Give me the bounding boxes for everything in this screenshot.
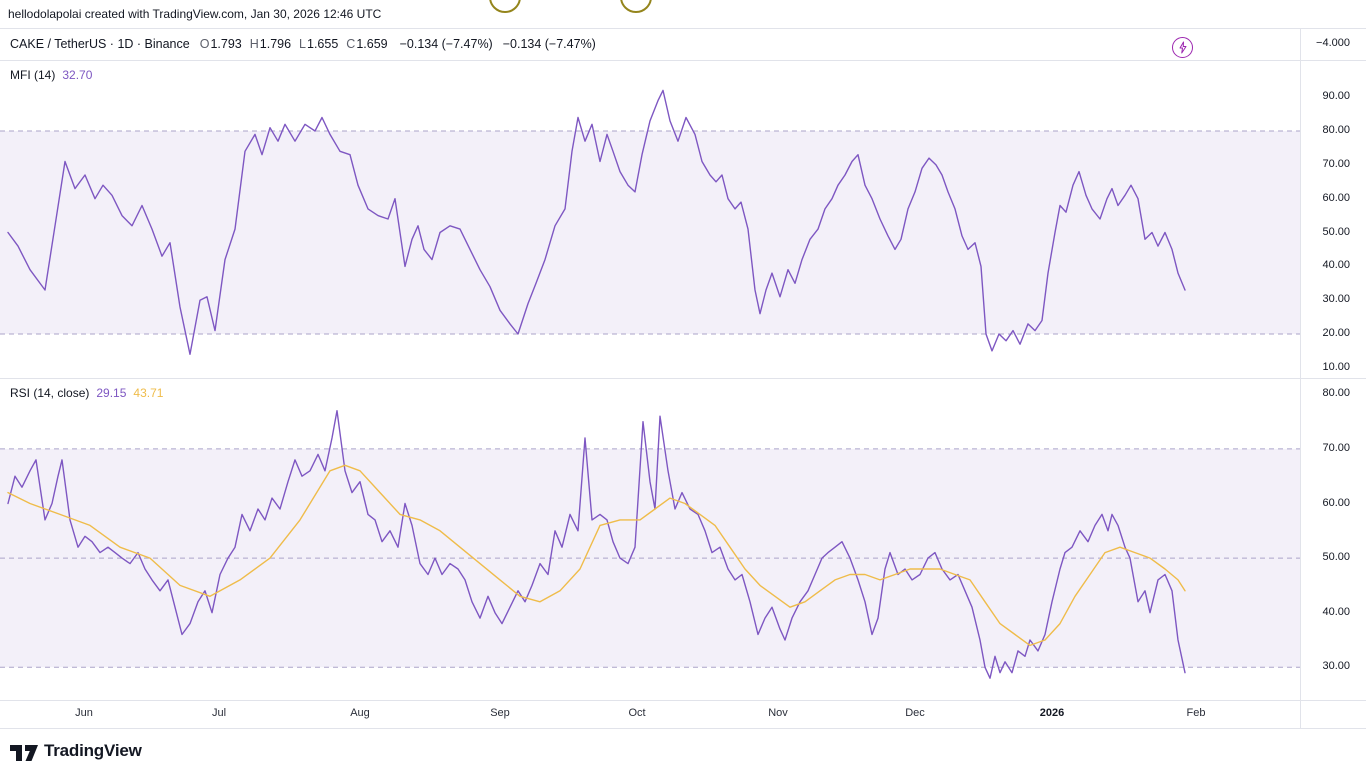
price-tick: 80.00	[1322, 387, 1350, 400]
ohlc-high-value: 1.796	[259, 37, 292, 51]
ohlc-low: L1.655	[299, 37, 338, 51]
symbol-info-bar: CAKE / TetherUS · 1D · Binance O1.793 H1…	[0, 28, 1300, 60]
ohlc-high: H1.796	[250, 37, 291, 51]
pane-plot	[0, 89, 1300, 355]
boost-lightning-button[interactable]	[1172, 37, 1193, 58]
time-label[interactable]: 2026	[1039, 707, 1065, 719]
price-tick: 60.00	[1322, 496, 1350, 509]
pane-separator[interactable]	[0, 378, 1366, 379]
rsi-legend-value: 29.15	[96, 386, 127, 400]
price-tick: 20.00	[1322, 327, 1350, 340]
lightning-icon	[1179, 41, 1186, 54]
price-tick: 60.00	[1322, 191, 1350, 204]
mfi-pane[interactable]: MFI (14) 32.70	[0, 60, 1300, 378]
time-label[interactable]: Feb	[1186, 707, 1206, 719]
rsi-legend: RSI (14, close) 29.15 43.71	[10, 386, 163, 400]
change-percent: −0.134 (−7.47%)	[502, 37, 596, 51]
time-label[interactable]: Aug	[350, 707, 370, 719]
pane-plot	[0, 410, 1300, 679]
price-tick: 30.00	[1322, 660, 1350, 673]
price-tick: 90.00	[1322, 90, 1350, 103]
mfi-legend: MFI (14) 32.70	[10, 68, 92, 82]
ohlc-open-label: O	[199, 37, 210, 51]
ohlc-low-label: L	[299, 37, 306, 51]
price-tick: 50.00	[1322, 551, 1350, 564]
time-axis[interactable]: Jun Jul Aug Sep Oct Nov Dec 2026 Feb	[0, 700, 1300, 728]
tradingview-mark-icon	[10, 745, 38, 761]
mfi-legend-title[interactable]: MFI (14)	[10, 68, 56, 82]
price-tick: 40.00	[1322, 605, 1350, 618]
ohlc-close: C1.659	[346, 37, 387, 51]
tradingview-logo[interactable]: TradingView	[10, 741, 142, 761]
watermark: hellodolapolai created with TradingView.…	[8, 7, 382, 21]
ohlc-low-value: 1.655	[307, 37, 339, 51]
time-label[interactable]: Oct	[628, 707, 646, 719]
rsi-ma-legend-value: 43.71	[133, 386, 164, 400]
separator	[0, 28, 1366, 29]
time-label[interactable]: Jul	[211, 707, 227, 719]
price-scale[interactable]: −4.000 90.00 80.00 70.00 60.00 50.00 40.00 30.…	[1300, 0, 1366, 728]
rsi-legend-title[interactable]: RSI (14, close)	[10, 386, 90, 400]
price-tick-top: −4.000	[1316, 37, 1350, 49]
separator	[0, 700, 1366, 701]
mfi-legend-value: 32.70	[62, 68, 93, 82]
rsi-pane[interactable]: RSI (14, close) 29.15 43.71	[0, 378, 1300, 700]
ohlc-open: O1.793	[200, 37, 242, 51]
ohlc-close-value: 1.659	[356, 37, 388, 51]
separator	[0, 60, 1366, 61]
cropped-circle-decoration	[489, 0, 521, 13]
price-tick: 70.00	[1322, 441, 1350, 454]
price-tick: 10.00	[1322, 360, 1350, 373]
price-scale-separator	[1300, 28, 1301, 728]
price-tick: 70.00	[1322, 157, 1350, 170]
price-tick: 50.00	[1322, 225, 1350, 238]
price-tick: 40.00	[1322, 259, 1350, 272]
price-tick: 30.00	[1322, 293, 1350, 306]
change-value: −0.134 (−7.47%)	[399, 37, 493, 51]
cropped-circle-decoration	[620, 0, 652, 13]
time-label[interactable]: Jun	[75, 707, 93, 719]
tradingview-logo-text: TradingView	[44, 741, 142, 760]
ohlc-high-label: H	[249, 37, 259, 51]
time-label[interactable]: Sep	[490, 707, 510, 719]
time-label[interactable]: Dec	[905, 707, 925, 719]
separator	[0, 728, 1366, 729]
symbol-title[interactable]: CAKE / TetherUS · 1D · Binance	[10, 37, 190, 51]
ohlc-open-value: 1.793	[210, 37, 242, 51]
price-tick: 80.00	[1322, 124, 1350, 137]
ohlc-close-label: C	[346, 37, 356, 51]
time-label[interactable]: Nov	[768, 707, 788, 719]
